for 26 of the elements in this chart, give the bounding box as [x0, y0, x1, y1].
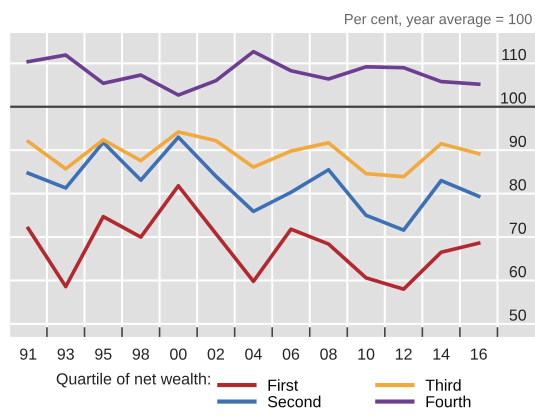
y-tick-label: 50 — [510, 309, 526, 321]
x-tick-label: 08 — [320, 348, 337, 360]
y-axis-title: Per cent, year average = 100 — [345, 14, 532, 28]
x-tick-label: 98 — [132, 348, 149, 360]
y-tick-label: 60 — [510, 266, 526, 278]
legend-title: Quartile of net wealth: — [56, 372, 210, 388]
legend-label: First — [268, 379, 298, 391]
y-tick-label: 70 — [510, 222, 526, 234]
y-tick-label: 80 — [510, 179, 526, 190]
x-tick-label: 10 — [358, 348, 374, 360]
y-tick-label: 100 — [501, 92, 526, 104]
x-tick-label: 04 — [245, 348, 262, 360]
y-tick-label: 110 — [502, 48, 526, 60]
x-tick-label: 06 — [282, 348, 300, 360]
x-tick-label: 95 — [95, 348, 112, 360]
legend-label: Second — [268, 396, 320, 408]
x-tick-label: 14 — [433, 348, 450, 360]
x-tick-label: 12 — [396, 348, 412, 360]
x-tick-label: 91 — [20, 348, 36, 360]
x-tick-label: 16 — [471, 348, 487, 360]
y-tick-label: 90 — [510, 136, 526, 148]
legend-label: Fourth — [426, 396, 470, 408]
legend-label: Third — [426, 379, 461, 391]
x-tick-label: 00 — [170, 348, 187, 360]
x-tick-label: 02 — [208, 348, 224, 360]
x-tick-label: 93 — [58, 348, 74, 360]
